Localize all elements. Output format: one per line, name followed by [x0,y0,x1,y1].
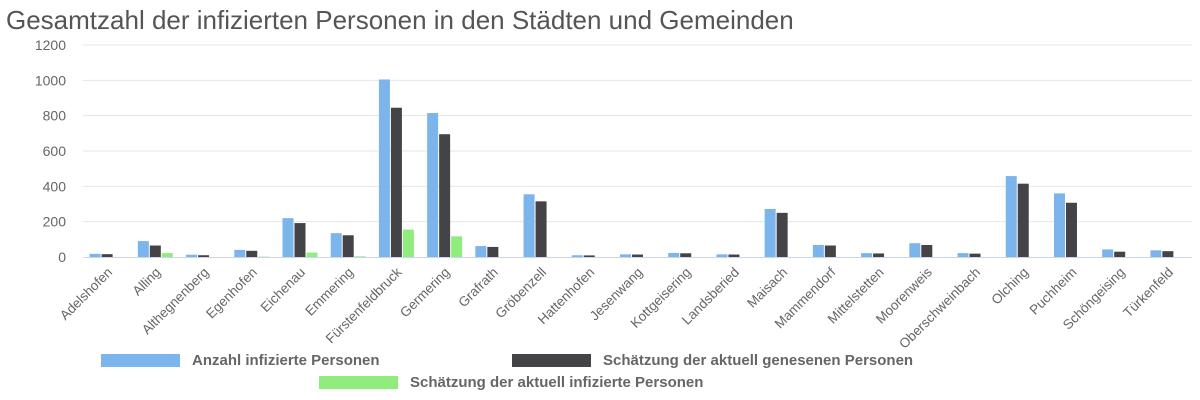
x-tick-label: Grafrath [455,265,501,311]
bar[interactable] [390,107,402,257]
bar[interactable] [137,241,149,257]
bar[interactable] [776,212,788,257]
bar[interactable] [282,218,294,257]
bar[interactable] [234,249,246,257]
x-tick-label: Germering [397,265,453,321]
y-tick-label: 0 [58,249,66,265]
legend-swatch [101,354,180,367]
bar[interactable] [861,253,873,257]
bar[interactable] [294,223,306,257]
bar[interactable] [680,253,692,257]
x-axis-ticks: Adelshofen AllingAlthegnenbergEgenhofenEi… [57,264,1176,351]
bar[interactable] [571,255,583,257]
bar[interactable] [969,253,981,257]
bar[interactable] [1065,202,1077,257]
y-tick-label: 600 [43,143,67,159]
bar[interactable] [535,201,547,257]
bar[interactable] [487,246,499,257]
bar[interactable] [909,243,921,257]
bar[interactable] [620,254,631,257]
bar[interactable] [246,250,258,257]
bar[interactable] [149,245,161,257]
bar[interactable] [330,233,342,257]
bar[interactable] [1114,251,1126,257]
bar[interactable] [451,236,463,257]
bar[interactable] [354,256,366,257]
x-tick-label: Türkenfeld [1120,265,1176,321]
bar[interactable] [402,229,414,257]
bar[interactable] [475,246,487,257]
bar[interactable] [824,245,836,257]
bar[interactable] [378,79,390,257]
x-tick-label: Eichenau [258,265,308,315]
bar[interactable] [101,254,113,257]
x-tick-label: Adelshofen [57,265,115,323]
x-tick-label: Egenhofen [203,265,260,322]
bar[interactable] [523,194,535,257]
bar[interactable] [873,253,885,257]
legend-label: Schätzung der aktuell genesenen Personen [603,352,913,369]
x-tick-label: Maisach [744,265,790,311]
x-tick-label: Alling [129,265,163,299]
legend-item[interactable]: Schätzung der aktuell genesenen Personen [512,352,913,369]
x-tick-label: Oberschweinbach [896,265,983,352]
y-tick-label: 800 [43,108,67,124]
bar[interactable] [1150,250,1162,257]
bar[interactable] [1053,193,1065,257]
legend-item[interactable]: Schätzung der aktuell infizierte Persone… [319,374,703,391]
bar[interactable] [1017,183,1029,257]
bar[interactable] [198,255,210,257]
y-tick-label: 400 [43,178,67,194]
legend-label: Anzahl infizierte Personen [192,352,380,369]
bar[interactable] [439,134,451,257]
bar[interactable] [186,254,198,257]
bar[interactable] [668,252,680,257]
legend-item[interactable]: Anzahl infizierte Personen [101,352,380,369]
bar[interactable] [728,254,740,257]
y-tick-label: 200 [43,214,67,230]
y-axis-ticks: 0 200 400 600 800 1000 1200 [35,37,66,265]
bar[interactable] [583,255,595,257]
bars [89,79,1174,258]
legend: Anzahl infizierte Personen Schätzung der … [101,352,913,391]
bar[interactable] [764,208,776,257]
bar[interactable] [716,254,728,257]
bar[interactable] [957,253,969,257]
bar[interactable] [306,252,318,257]
legend-swatch [512,354,591,367]
bar[interactable] [812,244,824,257]
legend-label: Schätzung der aktuell infizierte Persone… [410,374,703,391]
bar[interactable] [632,254,643,257]
x-tick-label: Olching [988,265,1031,308]
bar[interactable] [342,235,354,257]
bar[interactable] [427,113,439,258]
y-tick-label: 1000 [35,72,66,88]
bar[interactable] [161,253,173,257]
bar[interactable] [1102,249,1114,257]
bar[interactable] [89,253,101,257]
bar[interactable] [1162,251,1174,257]
y-tick-label: 1200 [35,37,66,53]
bar[interactable] [921,244,933,257]
chart-title: Gesamtzahl der infizierten Personen in d… [6,5,794,35]
bar[interactable] [1005,176,1017,257]
legend-swatch [319,376,398,389]
